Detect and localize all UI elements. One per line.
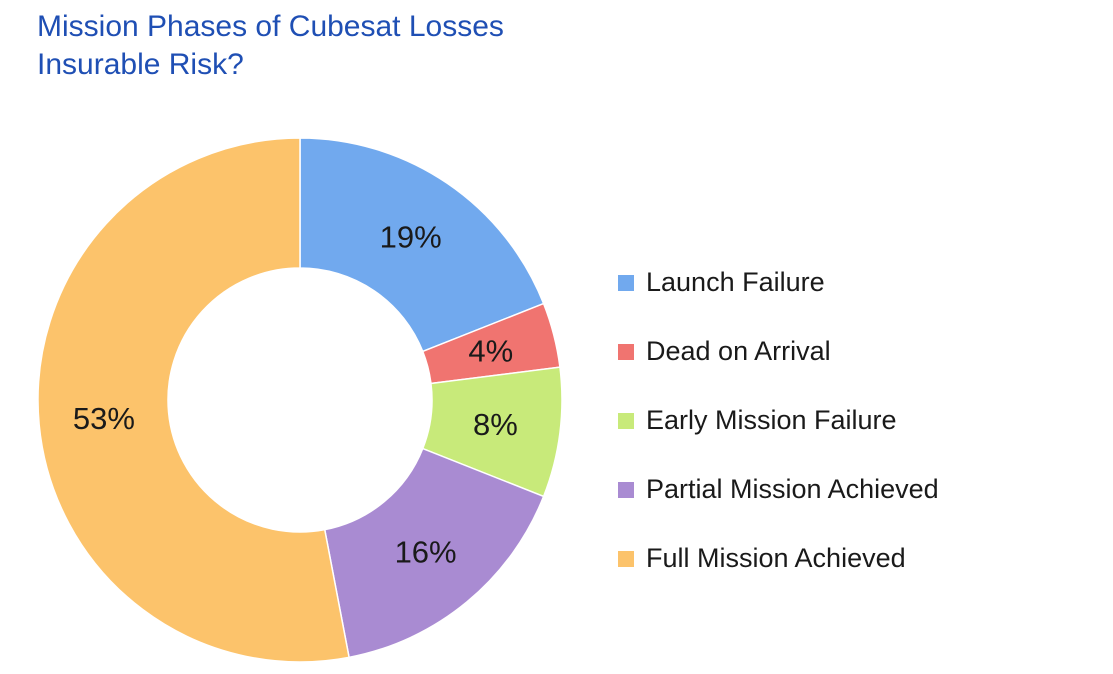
data-label-early-mission-failure: 8% [473,407,518,442]
legend-item-launch-failure: Launch Failure [618,248,939,317]
legend-swatch [618,550,634,567]
legend-swatch [618,343,634,360]
legend-item-full-mission-achieved: Full Mission Achieved [618,524,939,593]
legend-swatch [618,274,634,291]
legend-swatch [618,481,634,498]
legend-label: Full Mission Achieved [646,543,906,573]
legend-label: Early Mission Failure [646,405,897,435]
legend-item-dead-on-arrival: Dead on Arrival [618,317,939,386]
legend-item-early-mission-failure: Early Mission Failure [618,386,939,455]
data-label-launch-failure: 19% [380,220,442,255]
legend-label: Launch Failure [646,267,825,297]
chart-title-line-2: Insurable Risk? [37,48,244,81]
chart-legend: Launch Failure Dead on Arrival Early Missi… [618,248,939,593]
legend-label: Partial Mission Achieved [646,474,939,504]
legend-swatch [618,412,634,429]
donut-chart: 19% 4% 8% 16% 53% [37,137,563,663]
donut-slice-launch-failure [299,137,545,353]
data-label-partial-mission-achieved: 16% [395,534,457,569]
legend-item-partial-mission-achieved: Partial Mission Achieved [618,455,939,524]
chart-title-line-1: Mission Phases of Cubesat Losses [37,10,504,43]
legend-label: Dead on Arrival [646,336,831,366]
donut-slice-partial-mission-achieved [323,447,545,659]
data-label-full-mission-achieved: 53% [73,401,135,436]
donut-slice-full-mission-achieved [37,137,350,663]
data-label-dead-on-arrival: 4% [468,334,513,369]
chart-title: Mission Phases of Cubesat Losses Insurab… [37,8,597,84]
